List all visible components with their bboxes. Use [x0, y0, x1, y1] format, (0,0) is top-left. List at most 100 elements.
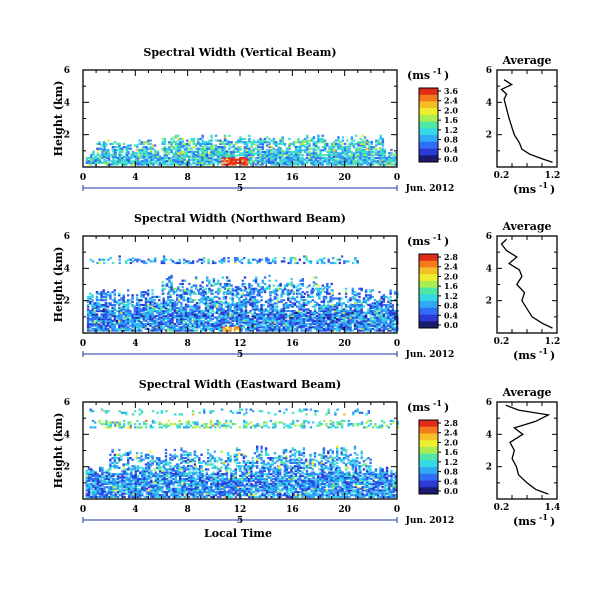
colorbar-tick-label: 0.0	[444, 154, 458, 164]
heatmap-cell	[182, 286, 184, 288]
heatmap-cell	[338, 315, 340, 317]
heatmap-cell	[283, 299, 285, 301]
heatmap-cell	[244, 146, 246, 148]
heatmap-cell	[238, 312, 240, 314]
heatmap-cell	[177, 152, 179, 154]
heatmap-cell	[195, 276, 197, 278]
heatmap-cell	[147, 328, 149, 330]
heatmap-cell	[368, 162, 370, 164]
heatmap-cell	[89, 323, 91, 325]
heatmap-cell	[203, 260, 205, 262]
heatmap-cell	[190, 159, 192, 161]
heatmap-cell	[269, 312, 271, 314]
heatmap-cell	[210, 285, 212, 287]
heatmap-cell	[178, 307, 180, 309]
heatmap-cell	[317, 135, 319, 137]
heatmap-cell	[96, 302, 98, 304]
colorbar-tick-label: 0.8	[444, 301, 458, 311]
heatmap-cell	[145, 262, 147, 264]
heatmap-cell	[98, 141, 100, 143]
heatmap-cell	[274, 302, 276, 304]
heatmap-cell	[219, 146, 221, 148]
heatmap-cell	[173, 146, 175, 148]
heatmap-cell	[242, 138, 244, 140]
heatmap-cell	[171, 312, 173, 314]
heatmap-cell	[358, 288, 360, 290]
heatmap-cell	[383, 304, 385, 306]
heatmap-cell	[315, 152, 317, 154]
heatmap-cell	[116, 315, 118, 317]
heatmap-cell	[125, 260, 127, 262]
heatmap-cell	[333, 141, 335, 143]
heatmap-cell	[357, 159, 359, 161]
colorbar-tick-label: 2.0	[444, 105, 458, 115]
heatmap-cell	[107, 328, 109, 330]
heatmap-cell	[345, 291, 347, 293]
heatmap-cell	[294, 262, 296, 264]
heatmap-cell	[204, 148, 206, 150]
heatmap-cell	[167, 308, 169, 310]
heatmap-cell	[177, 138, 179, 140]
heatmap-cell	[154, 296, 156, 298]
heatmap-cell	[240, 306, 242, 308]
heatmap-cell	[188, 141, 190, 143]
heatmap-cell	[91, 304, 93, 306]
heatmap-cell	[179, 283, 181, 285]
heatmap-cell	[273, 138, 275, 140]
heatmap-cell	[96, 262, 98, 264]
heatmap-cell	[252, 259, 254, 261]
heatmap-cell	[199, 259, 201, 261]
heatmap-cell	[299, 283, 301, 285]
heatmap-cell	[288, 262, 290, 264]
heatmap-cell	[139, 160, 141, 162]
heatmap-cell	[281, 260, 283, 262]
heatmap-cells	[86, 409, 399, 499]
heatmap-cell	[361, 159, 363, 161]
heatmap-cell	[109, 293, 111, 295]
heatmap-cell	[123, 294, 125, 296]
heatmap-cell	[186, 140, 188, 142]
heatmap-cell	[321, 259, 323, 261]
heatmap-cell	[370, 159, 372, 161]
heatmap-cell	[107, 302, 109, 304]
heatmap-cell	[218, 308, 220, 310]
colorbar-swatch	[419, 315, 438, 322]
heatmap-cell	[363, 312, 365, 314]
heatmap-cell	[212, 260, 214, 262]
heatmap-cell	[306, 140, 308, 142]
heatmap-cell	[125, 308, 127, 310]
heatmap-cell	[253, 280, 255, 282]
heatmap-cell	[160, 308, 162, 310]
heatmap-cell	[184, 162, 186, 164]
heatmap-cell	[323, 308, 325, 310]
heatmap-cell	[205, 288, 207, 290]
colorbar-tick-label: 1.6	[444, 281, 458, 291]
heatmap-cell	[116, 301, 118, 303]
heatmap-cell	[208, 288, 210, 290]
heatmap-cell	[323, 328, 325, 330]
heatmap-cell	[334, 328, 336, 330]
heatmap-cell	[151, 326, 153, 328]
heatmap-cell	[91, 328, 93, 330]
heatmap-cell	[322, 154, 324, 156]
colorbar-swatch	[419, 101, 438, 108]
heatmap-cell	[235, 148, 237, 150]
heatmap-cells	[86, 135, 398, 166]
heatmap-cell	[383, 308, 385, 310]
heatmap-cell	[121, 148, 123, 150]
heatmap-cell	[354, 297, 356, 299]
heatmap-cell	[132, 257, 134, 259]
heatmap-cell	[103, 304, 105, 306]
heatmap-cell	[359, 162, 361, 164]
heatmap-cell	[210, 154, 212, 156]
heatmap-cell	[166, 160, 168, 162]
heatmap-cell	[222, 151, 224, 153]
heatmap-cell	[118, 299, 120, 301]
heatmap-cell	[241, 157, 243, 159]
heatmap-cell	[170, 138, 172, 140]
heatmap-cell	[258, 329, 260, 331]
heatmap-cell	[246, 149, 248, 151]
heatmap-cell	[140, 313, 142, 315]
heatmap-cell	[225, 310, 227, 312]
